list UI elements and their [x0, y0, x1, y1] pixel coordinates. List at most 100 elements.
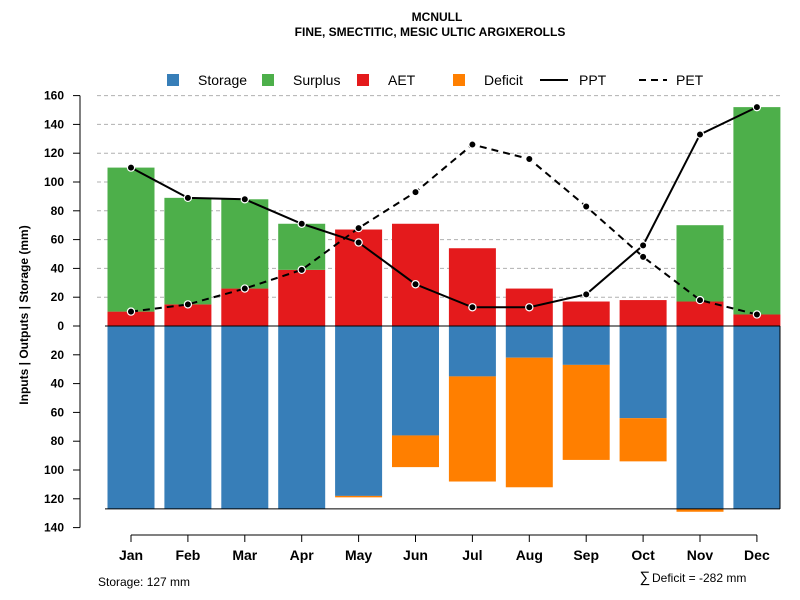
x-tick-label: Jul — [462, 547, 482, 563]
pet-point — [126, 307, 136, 316]
aet-bar — [619, 300, 667, 326]
ppt-point — [411, 280, 420, 289]
pet-line — [130, 143, 758, 316]
lines — [105, 102, 781, 510]
y-tick-label: 40 — [51, 377, 65, 391]
x-tick-label: Dec — [744, 547, 770, 563]
deficit-bar — [392, 435, 439, 468]
x-tick-label: Mar — [232, 547, 257, 563]
y-tick-label: 60 — [51, 405, 65, 419]
x-tick-label: Sep — [573, 547, 599, 563]
legend-ppt-label: PPT — [579, 72, 607, 88]
ppt-point — [297, 219, 306, 228]
aet-bar — [448, 248, 496, 326]
pet-point — [525, 154, 534, 164]
x-tick-label: May — [345, 547, 372, 563]
y-tick-label: 40 — [51, 261, 65, 275]
legend: Storage Surplus AET Deficit PPT PET — [167, 72, 704, 88]
ppt-point — [468, 303, 477, 312]
surplus-bar — [164, 197, 212, 305]
ppt-point — [638, 241, 648, 250]
surplus-bar — [107, 167, 155, 312]
y-tick-label: 80 — [51, 434, 65, 448]
y-axis-label: Inputs | Outputs | Storage (mm) — [17, 225, 31, 404]
ppt-point — [525, 303, 534, 312]
chart-subtitle: FINE, SMECTITIC, MESIC ULTIC ARGIXEROLLS — [295, 25, 566, 39]
pet-point — [354, 223, 363, 233]
pet-point — [183, 300, 193, 309]
deficit-bar — [676, 508, 724, 512]
legend-storage-swatch — [167, 74, 179, 86]
y-axis: 160 140 120 100 80 60 40 20 0 20 40 60 80 100 120 140 — [44, 89, 81, 535]
ppt-point — [183, 193, 193, 203]
legend-surplus-swatch — [262, 74, 274, 86]
storage-bar — [676, 326, 724, 509]
aet-bar — [676, 301, 724, 326]
y-tick-label: 120 — [44, 146, 64, 160]
y-tick-label: 20 — [51, 348, 65, 362]
deficit-bar — [335, 495, 383, 498]
ppt-point — [695, 130, 705, 139]
surplus-bar — [221, 199, 269, 289]
y-tick-label: 80 — [51, 204, 65, 218]
storage-bar — [335, 326, 383, 496]
legend-pet-label: PET — [676, 72, 704, 88]
storage-footer: Storage: 127 mm — [98, 575, 190, 589]
legend-storage-label: Storage — [198, 72, 247, 88]
x-tick-label: Nov — [687, 547, 714, 563]
aet-bar — [733, 314, 781, 326]
y-tick-label: 160 — [44, 89, 64, 103]
deficit-footer: Deficit = -282 mm — [652, 571, 746, 585]
storage-bar — [164, 326, 212, 509]
ppt-line — [130, 106, 758, 309]
pet-point — [411, 187, 420, 197]
ppt-point — [240, 195, 249, 204]
storage-bar — [107, 326, 155, 509]
y-tick-label: 100 — [44, 175, 64, 189]
storage-bar — [505, 326, 553, 358]
pet-point — [638, 252, 648, 262]
chart-title: MCNULL — [412, 10, 463, 24]
surplus-bar — [278, 223, 326, 270]
y-tick-label: 0 — [57, 319, 64, 333]
deficit-bar — [505, 357, 553, 488]
x-tick-label: Feb — [175, 547, 200, 563]
legend-deficit-swatch — [453, 74, 465, 86]
pet-point — [752, 310, 762, 319]
legend-surplus-label: Surplus — [293, 72, 340, 88]
deficit-bar — [619, 418, 667, 462]
aet-bar — [221, 288, 269, 326]
surplus-bar — [733, 107, 781, 315]
x-tick-label: Apr — [290, 547, 315, 563]
legend-deficit-label: Deficit — [484, 72, 523, 88]
legend-aet-swatch — [357, 74, 369, 86]
y-tick-label: 120 — [44, 492, 64, 506]
sum-icon: ∑ — [640, 569, 651, 586]
x-tick-label: Jan — [119, 547, 143, 563]
pet-point — [582, 202, 591, 211]
storage-bar — [278, 326, 326, 509]
pet-point — [240, 284, 249, 293]
storage-bar — [448, 326, 496, 377]
y-tick-label: 140 — [44, 117, 64, 131]
storage-bar — [733, 326, 781, 509]
aet-bar — [392, 223, 439, 326]
aet-bar — [164, 304, 212, 326]
x-tick-label: Aug — [516, 547, 543, 563]
aet-bar — [278, 269, 326, 326]
ppt-point — [126, 163, 136, 172]
y-tick-label: 20 — [51, 290, 65, 304]
deficit-bar — [448, 376, 496, 482]
y-tick-label: 140 — [44, 521, 64, 535]
surplus-bar — [676, 225, 724, 302]
pet-point — [297, 265, 306, 275]
deficit-bar — [562, 364, 610, 460]
ppt-point — [582, 290, 591, 299]
ppt-point — [752, 102, 762, 112]
storage-bar — [221, 326, 269, 509]
y-tick-label: 100 — [44, 463, 64, 477]
legend-aet-label: AET — [388, 72, 416, 88]
storage-bar — [619, 326, 667, 419]
storage-bar — [392, 326, 439, 436]
